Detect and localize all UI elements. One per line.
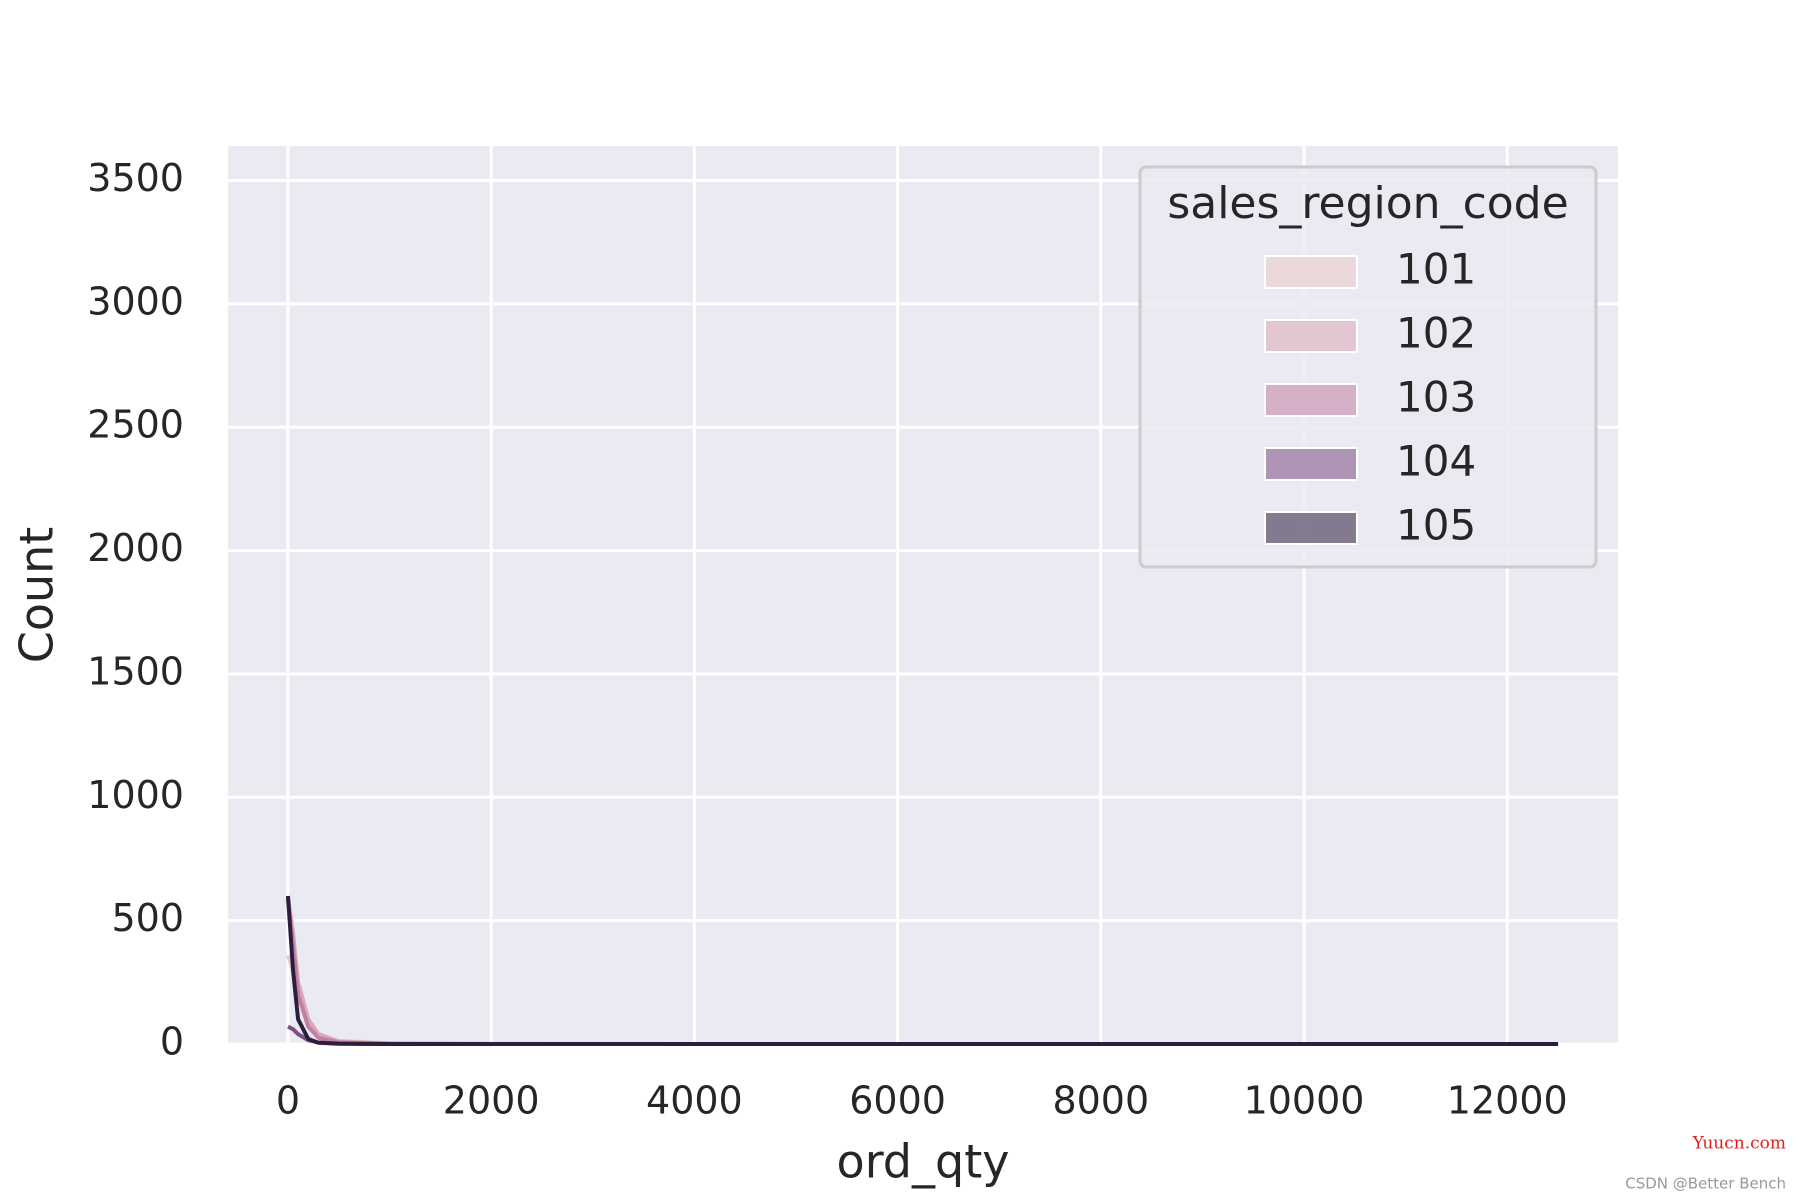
grid	[228, 146, 1618, 1046]
legend-swatch	[1264, 319, 1358, 353]
legend: sales_region_code 101 102 103 104 105	[1138, 165, 1598, 569]
x-tick-label: 10000	[1244, 1079, 1365, 1123]
y-tick-label: 0	[160, 1020, 184, 1064]
legend-label: 104	[1396, 437, 1476, 486]
y-tick-label: 2500	[87, 403, 184, 447]
legend-swatch	[1264, 255, 1358, 289]
legend-swatch	[1264, 511, 1358, 545]
marks	[285, 895, 1559, 1046]
legend-label: 105	[1396, 501, 1476, 550]
legend-label: 101	[1396, 245, 1476, 294]
kde-line	[285, 895, 1559, 1046]
y-tick-label: 500	[111, 896, 184, 940]
x-tick-label: 2000	[443, 1079, 540, 1123]
x-axis-label: ord_qty	[837, 1135, 1010, 1189]
legend-label: 102	[1396, 309, 1476, 358]
legend-swatch	[1264, 383, 1358, 417]
legend-box	[1138, 165, 1598, 569]
y-tick-label: 3500	[87, 156, 184, 200]
y-tick-label: 1000	[87, 773, 184, 817]
legend-title: sales_region_code	[1167, 178, 1568, 229]
y-tick-label: 3000	[87, 279, 184, 323]
x-tick-label: 0	[276, 1079, 300, 1123]
y-tick-label: 1500	[87, 649, 184, 693]
legend-swatch	[1264, 447, 1358, 481]
x-tick-label: 6000	[849, 1079, 946, 1123]
y-tick-label: 2000	[87, 526, 184, 570]
y-axis-label: Count	[10, 527, 64, 664]
legend-label: 103	[1396, 373, 1476, 422]
x-tick-label: 12000	[1447, 1079, 1568, 1123]
watermark: Yuucn.com	[1692, 1134, 1786, 1154]
x-tick-label: 8000	[1052, 1079, 1149, 1123]
x-tick-label: 4000	[646, 1079, 743, 1123]
watermark: CSDN @Better Bench	[1625, 1175, 1786, 1193]
